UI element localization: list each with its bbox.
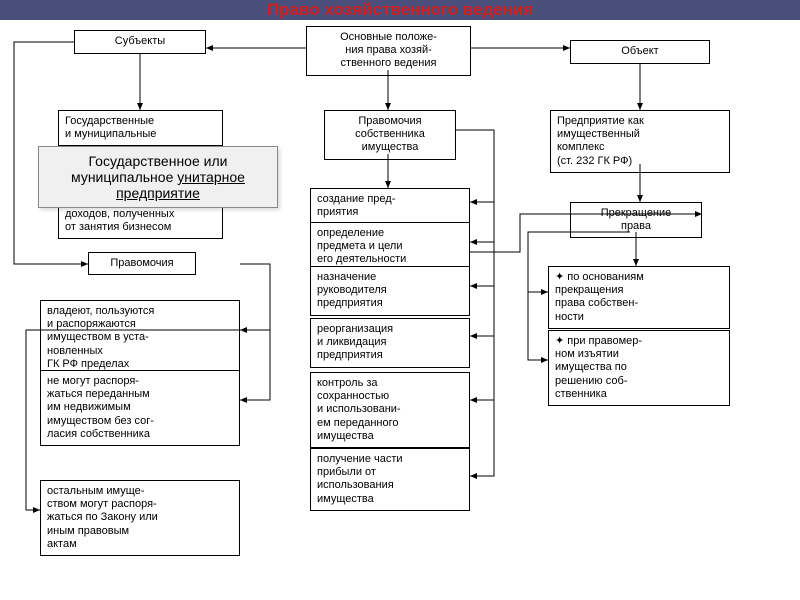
box-p1: владеют, пользуются и распоряжаются имущ… [40,300,240,376]
box-powner: Правомочия собственника имущества [324,110,456,160]
box-c5: контроль за сохранностью и использовани-… [310,372,470,448]
box-c2: определение предмета и цели его деятельн… [310,222,470,272]
callout-line1: Государственное или [49,153,267,169]
box-obj: Объект [570,40,710,64]
callout-line3: предприятие [49,185,267,201]
box-main: Основные положе- ния права хозяй- ственн… [306,26,471,76]
box-c3: назначение руководителя предприятия [310,266,470,316]
box-prekr: Прекращение права [570,202,702,238]
callout-line2: муниципальное унитарное [49,169,267,185]
box-gos: Государственные и муниципальные [58,110,223,146]
callout-box: Государственное или муниципальное унитар… [38,146,278,208]
page-title: Право хозяйственного ведения [267,0,533,20]
box-t1: ✦ по основаниям прекращения права собств… [548,266,730,329]
box-c1: создание пред- приятия [310,188,470,224]
box-prav: Правомочия [88,252,196,275]
box-subj: Субъекты [74,30,206,54]
box-income: доходов, полученных от занятия бизнесом [58,203,223,239]
box-p2: не могут распоря- жаться переданным им н… [40,370,240,446]
box-p3: остальным имуще- ством могут распоря- жа… [40,480,240,556]
box-pred: Предприятие как имущественный комплекс (… [550,110,730,173]
box-c6: получение части прибыли от использования… [310,448,470,511]
box-t2: ✦ при правомер- ном изъятии имущества по… [548,330,730,406]
box-c4: реорганизация и ликвидация предприятия [310,318,470,368]
